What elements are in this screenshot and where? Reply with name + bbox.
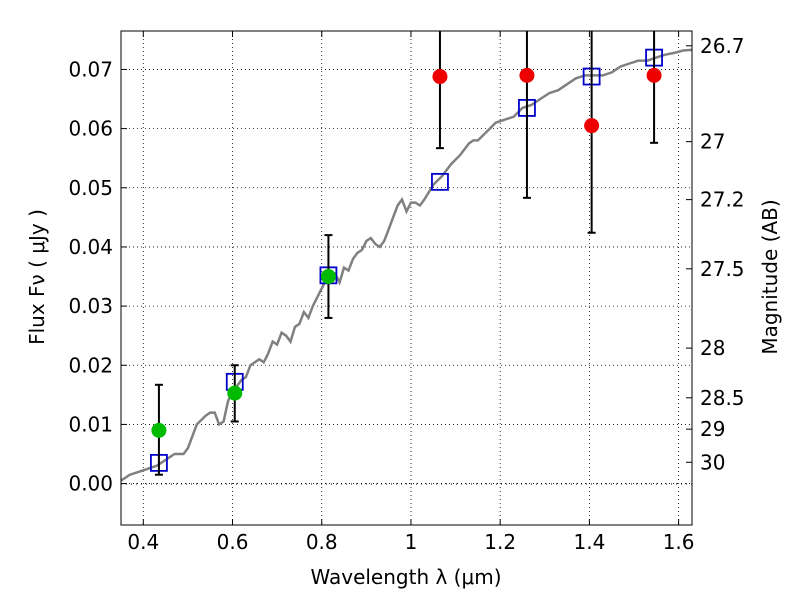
observed-flux-point: [432, 69, 448, 85]
x-tick-label: 0.4: [127, 530, 159, 554]
right-tick-label: 27: [700, 130, 725, 154]
axis-ticks: 0.4 0.6 0.8 1 1.2 1.4 1.6 0.00 0.01 0.02 0.03 0.04 0…: [68, 31, 745, 554]
right-tick-label: 28.5: [700, 386, 745, 410]
y-tick-label: 0.01: [68, 412, 113, 436]
plot-area: [121, 31, 692, 482]
model-spectrum-line: [121, 48, 692, 482]
observed-flux-point: [584, 118, 600, 134]
right-tick-label: 28: [700, 336, 725, 360]
y-tick-label: 0.04: [68, 235, 113, 259]
observed-flux-point: [227, 385, 243, 401]
right-tick-label: 29: [700, 417, 725, 441]
x-tick-label: 0.6: [217, 530, 249, 554]
observed-flux-point: [151, 422, 167, 438]
x-axis-title: Wavelength λ (μm): [310, 565, 501, 589]
x-tick-label: 1.4: [573, 530, 605, 554]
model-flux-square: [431, 172, 449, 191]
observed-flux-point: [646, 67, 662, 83]
x-tick-label: 1.6: [663, 530, 695, 554]
y-tick-label: 0.06: [68, 117, 113, 141]
right-tick-label: 27.5: [700, 257, 745, 281]
y-axis-title: Flux Fν ( μJy ): [25, 209, 49, 345]
y-tick-label: 0.05: [68, 176, 113, 200]
right-tick-label: 30: [700, 450, 725, 474]
y-tick-label: 0.00: [68, 472, 113, 496]
y-tick-label: 0.07: [68, 57, 113, 81]
plot-frame: [120, 30, 693, 526]
x-tick-label: 0.8: [306, 530, 338, 554]
observed-flux-point: [519, 67, 535, 83]
y-tick-label: 0.03: [68, 294, 113, 318]
observed-flux-point: [320, 269, 336, 285]
right-axis-title: Magnitude (AB): [758, 199, 782, 354]
right-tick-label: 27.2: [700, 188, 745, 212]
x-tick-label: 1.2: [484, 530, 516, 554]
y-tick-label: 0.02: [68, 353, 113, 377]
right-tick-label: 26.7: [700, 34, 745, 58]
x-tick-label: 1: [405, 530, 418, 554]
